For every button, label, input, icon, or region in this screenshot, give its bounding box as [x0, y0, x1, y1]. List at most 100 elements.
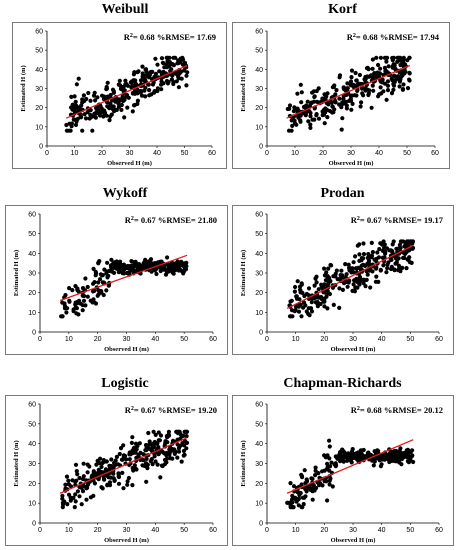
- data-point: [154, 271, 159, 277]
- scatter-plot: 0 10 20 30 40 50 60 0 10 20 30 40 50 60 Observed H (m)…: [240, 402, 443, 545]
- data-point: [109, 457, 114, 462]
- data-point: [398, 63, 403, 68]
- data-point: [130, 465, 135, 471]
- data-point: [402, 244, 407, 249]
- data-point: [389, 76, 394, 81]
- data-point: [404, 266, 409, 271]
- data-point: [345, 81, 350, 86]
- data-point: [85, 110, 90, 115]
- y-tick-label: 40: [255, 67, 263, 74]
- data-point: [83, 116, 89, 121]
- data-point: [295, 279, 300, 284]
- data-point: [146, 430, 151, 436]
- data-point: [306, 119, 311, 124]
- r2-value: = 0.68: [356, 32, 380, 42]
- data-point: [405, 447, 410, 452]
- data-point: [325, 115, 330, 120]
- data-point: [333, 461, 338, 466]
- data-point: [365, 255, 370, 260]
- data-point: [329, 460, 334, 465]
- y-axis-label: Estimated H (m): [13, 440, 20, 486]
- trend-line: [59, 437, 188, 494]
- r2-label: R: [124, 32, 131, 42]
- data-point: [364, 277, 369, 282]
- data-point: [316, 287, 321, 292]
- data-points: [285, 438, 416, 510]
- data-point: [118, 262, 123, 267]
- data-point: [159, 267, 164, 272]
- data-point: [78, 301, 83, 306]
- y-tick-label: 10: [28, 310, 36, 317]
- data-point: [148, 69, 153, 75]
- trend-line: [286, 64, 411, 119]
- data-point: [183, 429, 188, 434]
- data-point: [74, 82, 79, 87]
- scatter-plot: 0 10 20 30 40 50 60 0 10 20 30 40 50 60 Observed H (m)…: [240, 212, 444, 354]
- data-point: [148, 262, 153, 267]
- chart-title-prodan: Prodan: [320, 186, 365, 201]
- data-point: [308, 306, 314, 311]
- data-point: [93, 98, 98, 103]
- x-tick-label: 0: [265, 150, 269, 157]
- data-point: [181, 453, 186, 458]
- data-point: [333, 271, 338, 276]
- data-point: [117, 83, 123, 88]
- data-point: [166, 79, 171, 84]
- y-tick-label: 60: [28, 212, 36, 219]
- data-point: [119, 107, 124, 112]
- data-point: [301, 305, 306, 310]
- data-point: [166, 432, 171, 437]
- data-point: [322, 468, 327, 473]
- x-tick-label: 0: [38, 336, 42, 343]
- scatter-plot: 0 10 20 30 40 50 60 0 10 20 30 40 50 60 Observed H (m)…: [13, 212, 217, 354]
- data-point: [349, 75, 354, 80]
- data-point: [84, 497, 89, 502]
- data-point: [290, 493, 295, 498]
- data-point: [177, 71, 182, 76]
- data-point: [345, 284, 350, 289]
- data-point: [292, 105, 297, 110]
- data-point: [383, 251, 388, 256]
- data-point: [155, 62, 160, 67]
- data-point: [339, 268, 344, 273]
- data-point: [347, 98, 352, 103]
- data-point: [169, 77, 174, 82]
- y-tick-label: 20: [255, 481, 263, 488]
- data-point: [102, 459, 107, 464]
- data-point: [384, 97, 389, 102]
- data-point: [70, 288, 75, 293]
- data-point: [155, 88, 160, 94]
- data-point: [156, 451, 161, 456]
- fit-statistics: R2= 0.67 %RMSE= 19.17: [351, 215, 444, 225]
- data-point: [360, 91, 365, 96]
- data-point: [109, 269, 114, 274]
- y-tick-label: 60: [255, 402, 263, 409]
- data-point: [366, 260, 371, 265]
- x-axis-label: Observed H (m): [104, 346, 149, 353]
- data-point: [346, 262, 351, 267]
- r2-label: R: [347, 32, 354, 42]
- data-point: [121, 84, 126, 89]
- data-point: [334, 268, 339, 273]
- data-point: [158, 475, 163, 480]
- data-point: [135, 101, 140, 106]
- data-point: [165, 255, 170, 260]
- data-point: [295, 91, 300, 96]
- data-point: [376, 62, 381, 68]
- data-point: [378, 85, 383, 90]
- data-point: [125, 266, 130, 271]
- data-point: [320, 483, 325, 488]
- y-tick-label: 50: [255, 48, 263, 55]
- data-point: [309, 101, 314, 106]
- data-point: [298, 302, 303, 307]
- y-tick-label: 60: [255, 212, 263, 219]
- data-point: [370, 269, 375, 274]
- data-point: [106, 104, 111, 109]
- data-point: [407, 71, 412, 76]
- data-point: [81, 293, 86, 298]
- data-point: [340, 100, 345, 105]
- data-point: [325, 498, 330, 503]
- data-point: [76, 289, 81, 294]
- data-point: [91, 281, 96, 286]
- y-tick-label: 40: [28, 441, 36, 448]
